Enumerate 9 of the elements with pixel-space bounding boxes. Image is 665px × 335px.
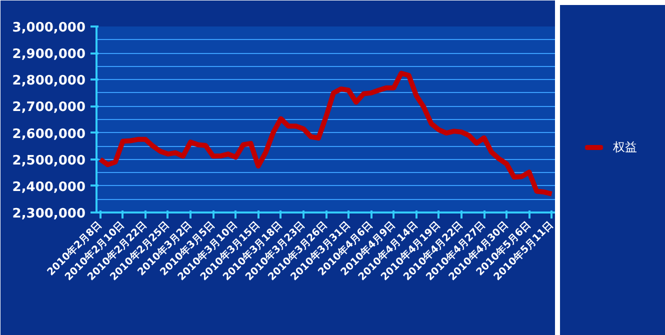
y-tick-label: 2,700,000 <box>12 100 86 116</box>
y-tick-label: 3,000,000 <box>12 20 86 36</box>
y-tick-label: 2,500,000 <box>12 153 86 168</box>
y-tick-label: 2,400,000 <box>12 180 86 195</box>
y-tick-label: 2,300,000 <box>12 206 86 222</box>
y-tick-label: 2,600,000 <box>12 126 86 142</box>
y-tick-label: 2,900,000 <box>12 47 86 62</box>
y-tick-label: 2,800,000 <box>12 74 86 89</box>
legend-label: 权益 <box>613 139 637 156</box>
